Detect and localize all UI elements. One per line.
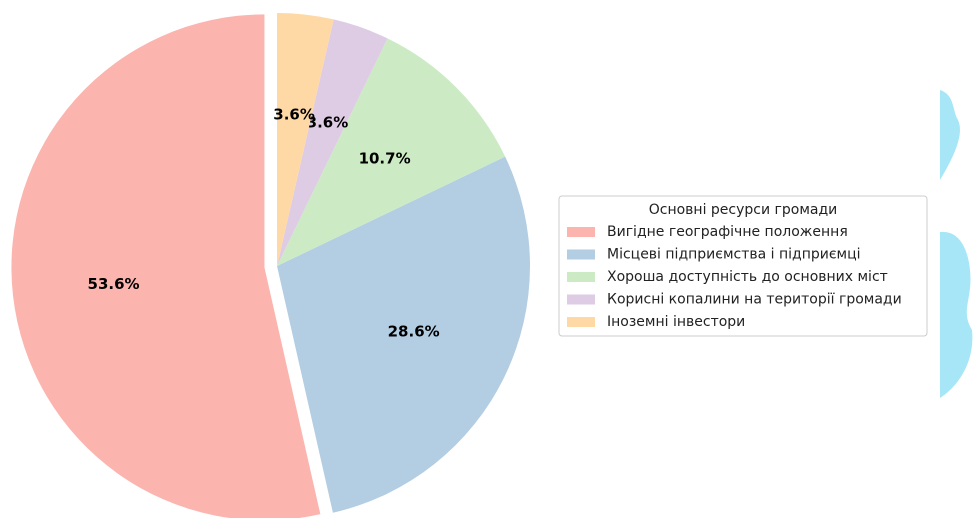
pie-slice [11, 14, 321, 521]
legend-label: Місцеві підприємства і підприємці [607, 247, 861, 263]
legend-label: Вигідне географічне положення [607, 224, 848, 240]
pie-slice [277, 38, 506, 267]
value-label: 3.6% [307, 113, 349, 131]
legend-swatch [567, 272, 595, 282]
legend-title: Основні ресурси громади [649, 202, 838, 218]
value-label: 53.6% [88, 275, 140, 293]
legend-label: Іноземні інвестори [607, 314, 745, 330]
legend: Основні ресурси громади Вигідне географі… [558, 195, 928, 337]
pie-slice [277, 19, 388, 267]
pie-slice [277, 13, 334, 266]
legend-swatch [567, 227, 595, 237]
value-label: 3.6% [273, 106, 315, 124]
value-label: 10.7% [359, 149, 411, 167]
decoration [940, 90, 960, 180]
pie-slice [277, 156, 530, 513]
legend-box [558, 195, 928, 337]
legend-label: Корисні копалини на території громади [607, 292, 902, 308]
legend-swatch [567, 317, 595, 327]
decoration [940, 231, 973, 398]
legend-swatch [567, 294, 595, 305]
value-label: 28.6% [388, 323, 440, 341]
legend-label: Хороша доступність до основних міст [607, 269, 888, 285]
legend-swatch [567, 249, 595, 260]
pie: 53.6% 28.6% 10.7% 3.6%3.6% [11, 13, 530, 521]
